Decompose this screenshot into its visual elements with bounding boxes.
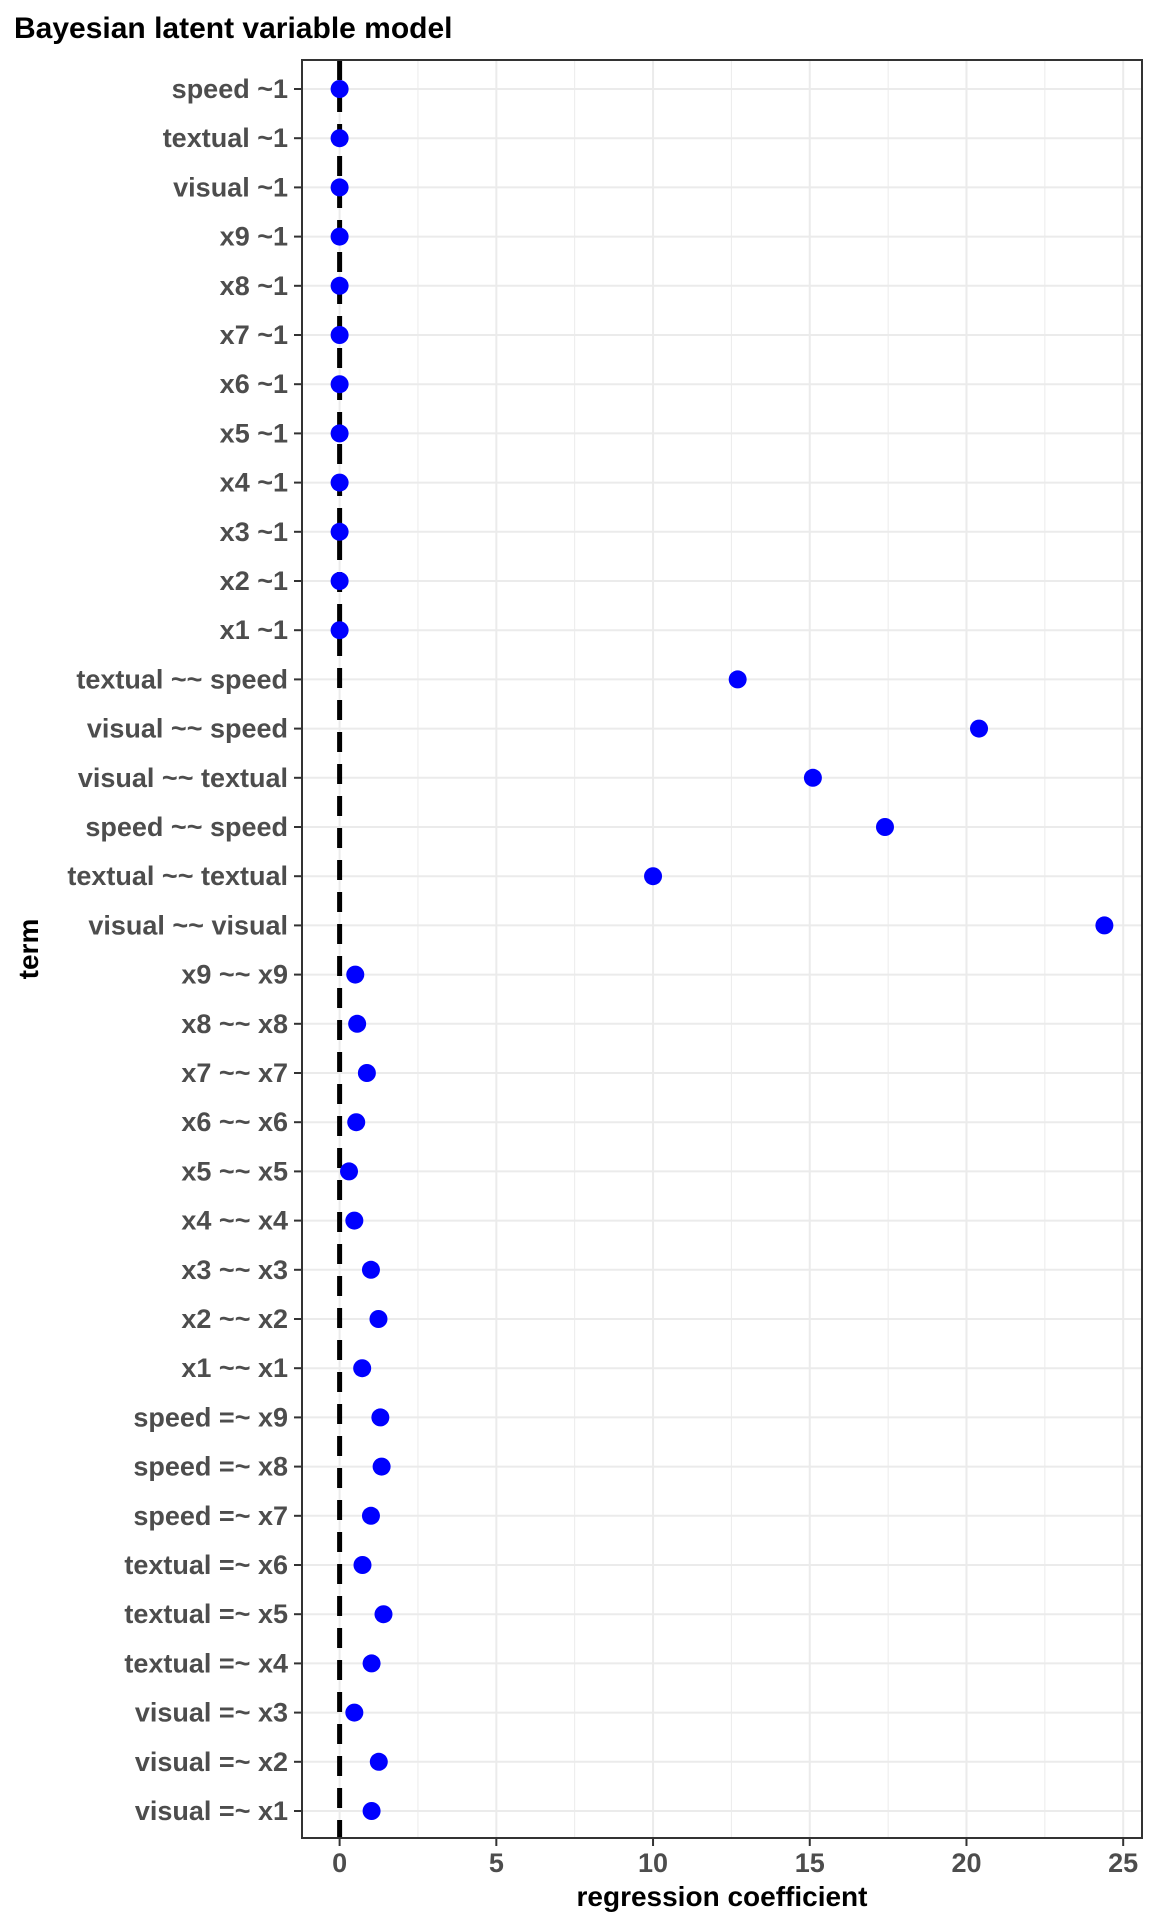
y-tick-label: x7 ~1 [220, 320, 288, 350]
y-tick-label: textual ~~ speed [76, 664, 288, 694]
data-point [374, 1605, 393, 1624]
x-tick-label: 0 [332, 1848, 347, 1878]
y-tick-label: x9 ~1 [220, 222, 288, 252]
data-point [728, 670, 747, 689]
data-point [330, 276, 349, 295]
data-point [362, 1654, 381, 1673]
y-tick-label: x8 ~1 [220, 271, 288, 301]
x-axis-title: regression coefficient [577, 1881, 868, 1912]
data-point [330, 522, 349, 541]
x-tick-label: 25 [1108, 1848, 1138, 1878]
y-tick-label: x3 ~1 [220, 517, 288, 547]
data-point [340, 1162, 359, 1181]
data-point [1095, 916, 1114, 935]
y-tick-label: speed =~ x9 [133, 1402, 288, 1432]
y-tick-label: x9 ~~ x9 [181, 960, 288, 990]
y-tick-label: x8 ~~ x8 [181, 1009, 288, 1039]
y-tick-label: x1 ~1 [220, 615, 288, 645]
y-tick-label: speed =~ x8 [133, 1452, 288, 1482]
y-tick-label: x6 ~1 [220, 369, 288, 399]
y-tick-label: visual ~~ textual [78, 763, 288, 793]
data-point [644, 867, 663, 886]
y-tick-label: x5 ~~ x5 [181, 1156, 288, 1186]
data-point [345, 1703, 364, 1722]
data-point [362, 1802, 381, 1820]
data-point [330, 424, 349, 443]
data-point [345, 1211, 364, 1230]
data-point [357, 1064, 376, 1082]
data-point [330, 80, 349, 98]
y-tick-label: visual =~ x3 [135, 1698, 288, 1728]
y-tick-label: x6 ~~ x6 [181, 1107, 288, 1137]
x-tick-label: 5 [489, 1848, 504, 1878]
y-tick-label: speed ~~ speed [85, 812, 288, 842]
y-tick-label: textual =~ x4 [124, 1648, 288, 1678]
y-tick-label: x1 ~~ x1 [181, 1353, 288, 1383]
x-tick-label: 15 [795, 1848, 825, 1878]
data-point [372, 1457, 391, 1476]
data-point [353, 1556, 372, 1574]
y-tick-label: x4 ~~ x4 [181, 1206, 288, 1236]
y-tick-label: x7 ~~ x7 [181, 1058, 288, 1088]
data-point [330, 572, 349, 590]
data-point [330, 326, 349, 344]
y-tick-label: x2 ~1 [220, 566, 288, 596]
data-point [330, 375, 349, 394]
data-point [348, 1014, 367, 1033]
x-tick-label: 10 [638, 1848, 668, 1878]
plot-panel-border [301, 59, 1143, 1839]
y-axis-ticks: speed ~1 textual ~1 visual ~1 x9 ~1 x8 ~1 x7 … [67, 74, 302, 1826]
y-tick-label: textual =~ x6 [124, 1550, 288, 1580]
y-tick-label: visual =~ x1 [135, 1796, 288, 1826]
y-tick-label: visual ~~ visual [88, 910, 288, 940]
data-point [330, 621, 349, 640]
data-point [330, 473, 349, 492]
y-tick-label: speed =~ x7 [133, 1501, 288, 1531]
y-tick-label: visual ~1 [173, 172, 288, 202]
y-tick-label: x3 ~~ x3 [181, 1255, 288, 1285]
data-point [330, 227, 349, 246]
y-tick-label: textual =~ x5 [124, 1599, 288, 1629]
x-axis-ticks: 0 5 10 15 20 25 [332, 1838, 1138, 1878]
data-point [970, 719, 989, 738]
data-point [346, 965, 365, 984]
points [330, 80, 1114, 1820]
y-tick-label: speed ~1 [172, 74, 288, 104]
grid [302, 60, 1142, 1838]
data-point [353, 1359, 372, 1378]
data-point [875, 818, 894, 836]
y-tick-label: x4 ~1 [220, 468, 288, 498]
y-tick-label: textual ~~ textual [67, 861, 288, 891]
x-tick-label: 20 [951, 1848, 981, 1878]
y-tick-label: visual ~~ speed [87, 714, 288, 744]
data-point [371, 1408, 390, 1427]
y-tick-label: x2 ~~ x2 [181, 1304, 288, 1334]
data-point [330, 129, 349, 148]
data-point [369, 1752, 388, 1771]
y-axis-title: term [13, 919, 44, 980]
y-tick-label: visual =~ x2 [135, 1747, 288, 1777]
data-point [369, 1310, 388, 1328]
y-tick-label: textual ~1 [163, 123, 288, 153]
data-point [330, 178, 349, 197]
data-point [361, 1506, 380, 1525]
chart-title: Bayesian latent variable model [14, 12, 453, 45]
data-point [361, 1260, 380, 1279]
y-tick-label: x5 ~1 [220, 418, 288, 448]
data-point [803, 768, 822, 787]
data-point [347, 1113, 366, 1132]
